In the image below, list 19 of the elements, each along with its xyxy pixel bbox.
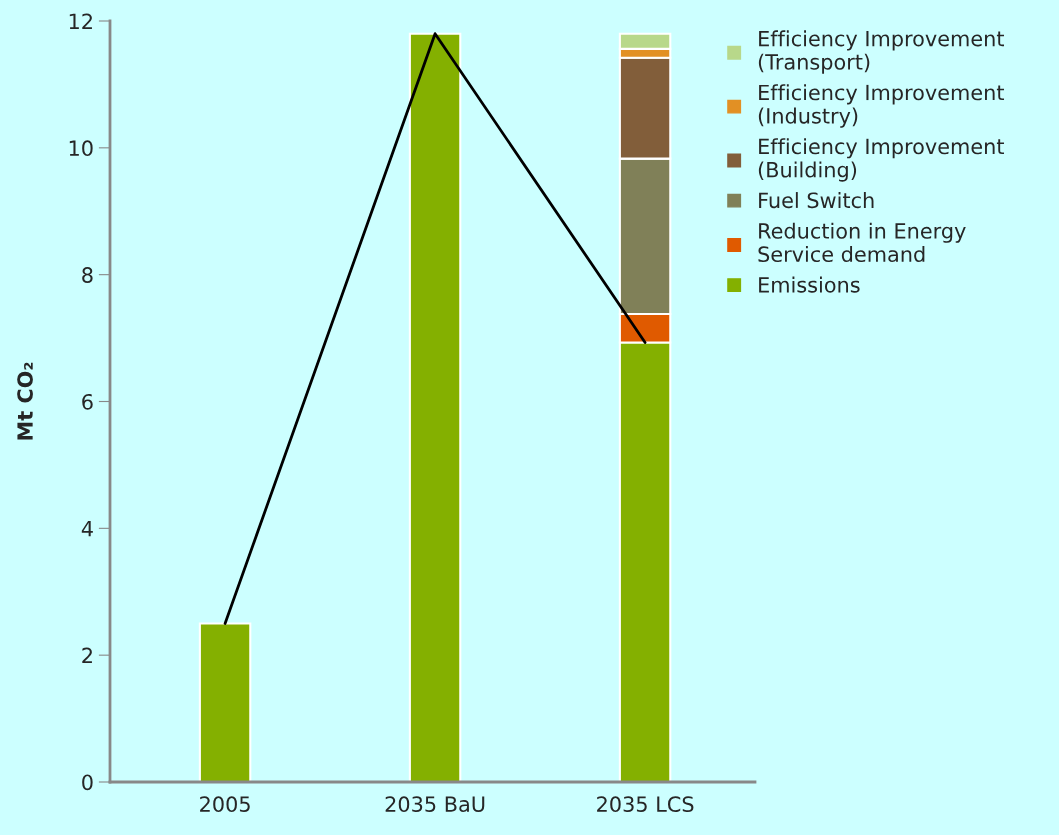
legend-label: Reduction in Energy Service demand xyxy=(758,222,966,263)
y-tick-label: 2 xyxy=(82,647,92,664)
x-tick-label: 2005 xyxy=(200,796,250,813)
legend-label: Fuel Switch xyxy=(759,192,874,209)
y-tick-label: 8 xyxy=(82,267,93,283)
y-axis-title: Mt CO₂ xyxy=(17,362,33,440)
x-tick-label: 2035 LCS xyxy=(597,796,694,813)
y-tick-label: 4 xyxy=(81,521,93,537)
y-tick-label: 12 xyxy=(69,13,92,29)
legend-label: Efficiency Improvement (Building) xyxy=(758,138,1005,182)
bar xyxy=(408,32,462,782)
y-tick-label: 10 xyxy=(69,140,93,157)
x-tick-label: 2035 BaU xyxy=(385,796,485,813)
legend-label: Emissions xyxy=(759,276,860,293)
legend-label: Efficiency Improvement (Industry) xyxy=(758,84,1005,128)
y-tick-label: 0 xyxy=(82,774,93,791)
y-tick-label: 6 xyxy=(82,393,93,410)
bar xyxy=(198,622,252,782)
legend-label: Efficiency Improvement (Transport) xyxy=(758,30,1005,74)
